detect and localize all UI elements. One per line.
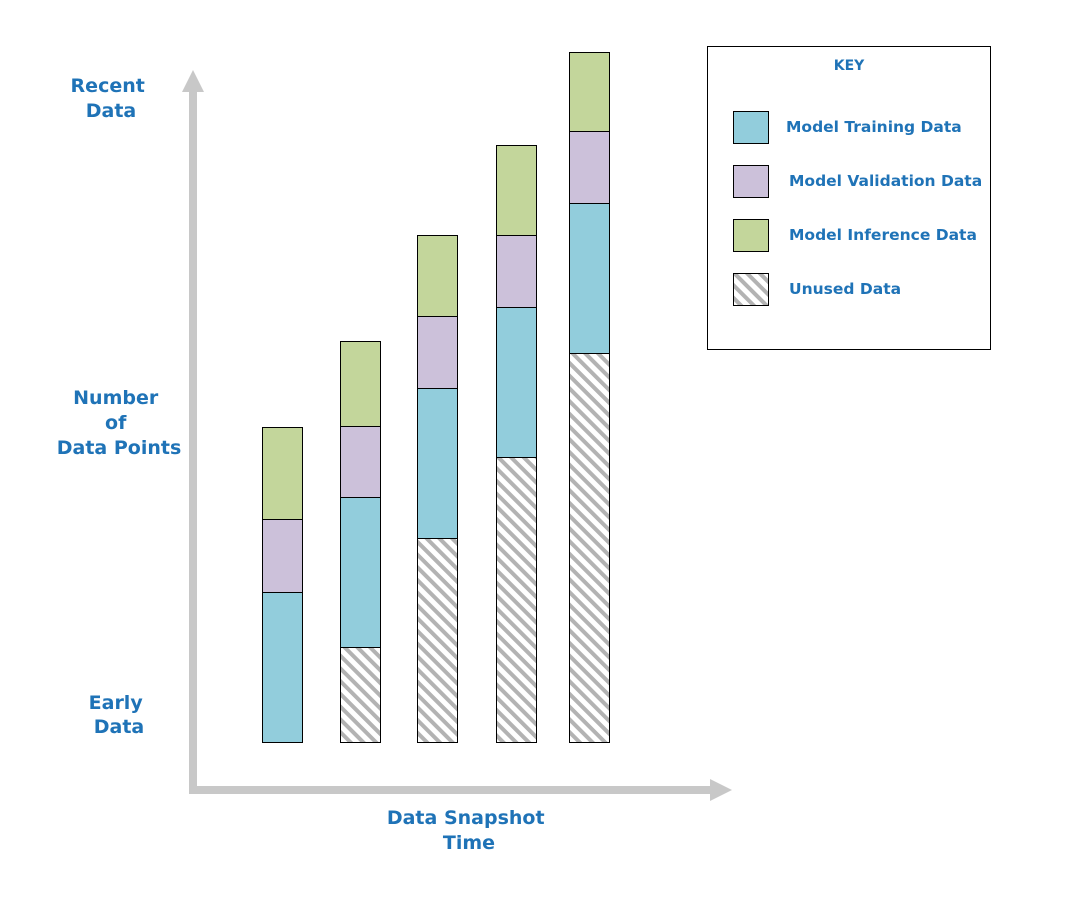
y-axis-top-label: Recent Data bbox=[71, 75, 152, 122]
training-swatch bbox=[733, 111, 769, 144]
x-axis-label-line: Data Snapshot bbox=[387, 807, 545, 829]
validation-segment bbox=[262, 519, 303, 593]
training-segment bbox=[569, 203, 610, 354]
unused-segment bbox=[496, 457, 537, 743]
unused-segment bbox=[417, 538, 458, 743]
key-item-training: Model Training Data bbox=[733, 111, 962, 144]
validation-segment bbox=[569, 131, 610, 204]
training-segment bbox=[417, 388, 458, 539]
y-axis-bottom-label-line: Early bbox=[89, 692, 144, 714]
y-axis-middle-label: Number of Data Points bbox=[57, 387, 182, 459]
y-axis-bottom-label-line: Data bbox=[94, 716, 145, 738]
y-axis-bottom-label: Early Data bbox=[89, 692, 150, 738]
key-items: Model Training Data Model Validation Data… bbox=[733, 111, 982, 306]
y-axis-arrowhead bbox=[182, 70, 204, 92]
training-segment bbox=[496, 307, 537, 458]
validation-segment bbox=[496, 235, 537, 308]
validation-swatch bbox=[733, 165, 769, 198]
snapshot-bar bbox=[340, 341, 381, 743]
inference-segment bbox=[417, 235, 458, 317]
inference-swatch bbox=[733, 219, 769, 252]
y-axis-middle-label-line: Number bbox=[73, 387, 159, 409]
y-axis-middle-label-line: Data Points bbox=[57, 437, 182, 459]
snapshot-bar bbox=[262, 427, 303, 743]
x-axis-label-line: Time bbox=[443, 832, 495, 854]
y-axis-middle-label-line: of bbox=[105, 412, 127, 434]
key-item-unused: Unused Data bbox=[733, 273, 901, 306]
key-item-validation: Model Validation Data bbox=[733, 165, 982, 198]
key-title: KEY bbox=[834, 58, 865, 74]
key-legend: KEY Model Training Data Model Validation … bbox=[707, 46, 991, 350]
y-axis-top-label-line: Recent bbox=[71, 75, 145, 97]
snapshot-bar bbox=[496, 145, 537, 743]
unused-segment bbox=[569, 353, 610, 743]
inference-segment bbox=[262, 427, 303, 520]
x-axis-label: Data Snapshot Time bbox=[387, 807, 551, 854]
key-item-inference: Model Inference Data bbox=[733, 219, 977, 252]
snapshot-bar bbox=[417, 235, 458, 743]
key-item-label: Model Training Data bbox=[786, 118, 962, 136]
snapshot-bars bbox=[262, 52, 610, 743]
y-axis-top-label-line: Data bbox=[86, 100, 137, 122]
x-axis-arrowhead bbox=[710, 779, 732, 801]
key-item-label: Model Inference Data bbox=[789, 226, 977, 244]
axes bbox=[182, 70, 732, 801]
training-segment bbox=[262, 592, 303, 743]
snapshot-bar bbox=[569, 52, 610, 743]
unused-swatch bbox=[733, 273, 769, 306]
key-item-label: Model Validation Data bbox=[789, 172, 982, 190]
inference-segment bbox=[569, 52, 610, 132]
key-item-label: Unused Data bbox=[789, 280, 901, 298]
inference-segment bbox=[496, 145, 537, 236]
validation-segment bbox=[417, 316, 458, 389]
unused-segment bbox=[340, 647, 381, 743]
inference-segment bbox=[340, 341, 381, 427]
training-segment bbox=[340, 497, 381, 648]
validation-segment bbox=[340, 426, 381, 498]
